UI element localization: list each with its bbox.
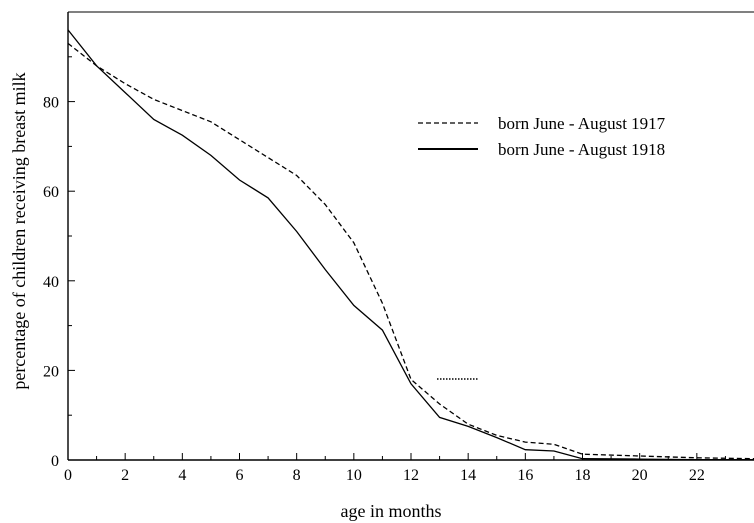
x-tick-label: 20 <box>632 467 648 484</box>
series-lines <box>67 29 754 461</box>
y-tick-label: 0 <box>51 453 59 470</box>
chart-axes: 0 2 4 6 8 10 12 14 16 18 20 22 0 20 40 60 80 age in month… <box>9 11 754 521</box>
y-tick-label: 60 <box>43 184 59 201</box>
y-tick-label: 80 <box>43 95 59 112</box>
x-tick-label: 4 <box>178 467 186 484</box>
legend-label: born June - August 1918 <box>498 140 665 159</box>
x-tick-label: 10 <box>346 467 362 484</box>
legend: born June - August 1917 born June - Augus… <box>418 114 666 159</box>
x-tick-label: 0 <box>64 467 72 484</box>
x-tick-label: 2 <box>121 467 129 484</box>
x-tick-label: 16 <box>517 467 533 484</box>
x-tick-label: 8 <box>293 467 301 484</box>
y-tick-label: 20 <box>43 363 59 380</box>
x-tick-label: 14 <box>460 467 476 484</box>
y-tick-label: 40 <box>43 274 59 291</box>
series-line <box>67 42 754 460</box>
x-tick-label: 6 <box>236 467 244 484</box>
legend-label: born June - August 1917 <box>498 114 666 133</box>
x-axis-title: age in months <box>341 501 442 521</box>
x-tick-label: 22 <box>689 467 705 484</box>
x-tick-label: 18 <box>575 467 591 484</box>
x-tick-label: 12 <box>403 467 419 484</box>
series-line <box>67 29 754 461</box>
y-axis-title: percentage of children receiving breast … <box>9 72 29 389</box>
